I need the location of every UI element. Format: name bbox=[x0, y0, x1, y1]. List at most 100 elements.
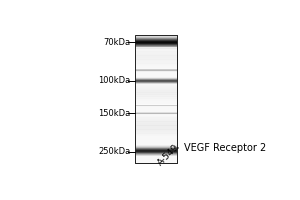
Bar bbox=[135, 71, 177, 72]
Bar bbox=[135, 155, 177, 156]
Bar bbox=[135, 114, 177, 115]
Bar bbox=[135, 98, 177, 99]
Bar bbox=[135, 131, 177, 132]
Bar bbox=[135, 82, 177, 83]
Bar bbox=[135, 64, 177, 65]
Bar bbox=[135, 45, 177, 46]
Bar bbox=[135, 37, 177, 38]
Bar bbox=[135, 148, 177, 149]
Bar bbox=[135, 35, 177, 163]
Bar bbox=[135, 125, 177, 126]
Bar bbox=[135, 120, 177, 121]
Bar bbox=[135, 55, 177, 56]
Bar bbox=[135, 55, 177, 56]
Bar bbox=[135, 121, 177, 122]
Bar bbox=[135, 80, 177, 81]
Bar bbox=[135, 116, 177, 117]
Bar bbox=[135, 46, 177, 47]
Bar bbox=[135, 39, 177, 40]
Bar bbox=[135, 96, 177, 97]
Bar bbox=[135, 47, 177, 48]
Bar bbox=[135, 147, 177, 148]
Bar bbox=[135, 133, 177, 134]
Bar bbox=[135, 36, 177, 37]
Bar bbox=[135, 52, 177, 53]
Bar bbox=[135, 86, 177, 87]
Bar bbox=[135, 42, 177, 43]
Bar bbox=[135, 128, 177, 129]
Bar bbox=[135, 68, 177, 69]
Bar bbox=[135, 58, 177, 59]
Bar bbox=[135, 119, 177, 120]
Bar bbox=[135, 113, 177, 114]
Bar bbox=[135, 114, 177, 115]
Bar bbox=[135, 151, 177, 152]
Bar bbox=[135, 59, 177, 60]
Bar bbox=[135, 35, 177, 163]
Bar bbox=[135, 70, 177, 71]
Bar bbox=[135, 88, 177, 89]
Text: A-549: A-549 bbox=[156, 142, 181, 167]
Text: VEGF Receptor 2: VEGF Receptor 2 bbox=[177, 143, 266, 153]
Bar bbox=[135, 89, 177, 90]
Text: 150kDa: 150kDa bbox=[98, 109, 130, 118]
Bar bbox=[135, 65, 177, 66]
Bar bbox=[135, 132, 177, 133]
Bar bbox=[135, 71, 177, 72]
Bar bbox=[135, 68, 177, 69]
Bar bbox=[135, 48, 177, 49]
Bar bbox=[135, 48, 177, 49]
Bar bbox=[135, 63, 177, 64]
Bar bbox=[135, 134, 177, 135]
Bar bbox=[135, 126, 177, 127]
Bar bbox=[135, 70, 177, 71]
Bar bbox=[135, 124, 177, 125]
Bar bbox=[135, 113, 177, 114]
Bar bbox=[135, 68, 177, 69]
Bar bbox=[135, 90, 177, 91]
Bar bbox=[135, 41, 177, 42]
Bar bbox=[135, 117, 177, 118]
Bar bbox=[135, 37, 177, 38]
Bar bbox=[135, 63, 177, 64]
Bar bbox=[135, 66, 177, 67]
Bar bbox=[135, 50, 177, 51]
Bar bbox=[135, 39, 177, 40]
Bar bbox=[135, 84, 177, 85]
Bar bbox=[135, 38, 177, 39]
Bar bbox=[135, 78, 177, 79]
Bar bbox=[135, 133, 177, 134]
Bar bbox=[135, 112, 177, 113]
Bar bbox=[135, 40, 177, 41]
Bar bbox=[135, 62, 177, 63]
Bar bbox=[135, 92, 177, 93]
Bar bbox=[135, 71, 177, 72]
Bar bbox=[135, 127, 177, 128]
Bar bbox=[135, 82, 177, 83]
Bar bbox=[135, 69, 177, 70]
Bar bbox=[135, 123, 177, 124]
Bar bbox=[135, 44, 177, 45]
Bar bbox=[135, 54, 177, 55]
Bar bbox=[135, 51, 177, 52]
Bar bbox=[135, 60, 177, 61]
Bar bbox=[135, 81, 177, 82]
Bar bbox=[135, 118, 177, 119]
Text: 70kDa: 70kDa bbox=[103, 38, 130, 47]
Bar bbox=[135, 71, 177, 72]
Bar bbox=[135, 154, 177, 155]
Bar bbox=[135, 80, 177, 81]
Bar bbox=[135, 152, 177, 153]
Bar bbox=[135, 92, 177, 93]
Bar bbox=[135, 122, 177, 123]
Bar bbox=[135, 146, 177, 147]
Bar bbox=[135, 47, 177, 48]
Bar bbox=[135, 93, 177, 94]
Bar bbox=[135, 59, 177, 60]
Bar bbox=[135, 129, 177, 130]
Bar bbox=[135, 40, 177, 41]
Bar bbox=[135, 47, 177, 48]
Bar bbox=[135, 78, 177, 79]
Bar bbox=[135, 99, 177, 100]
Bar bbox=[135, 77, 177, 78]
